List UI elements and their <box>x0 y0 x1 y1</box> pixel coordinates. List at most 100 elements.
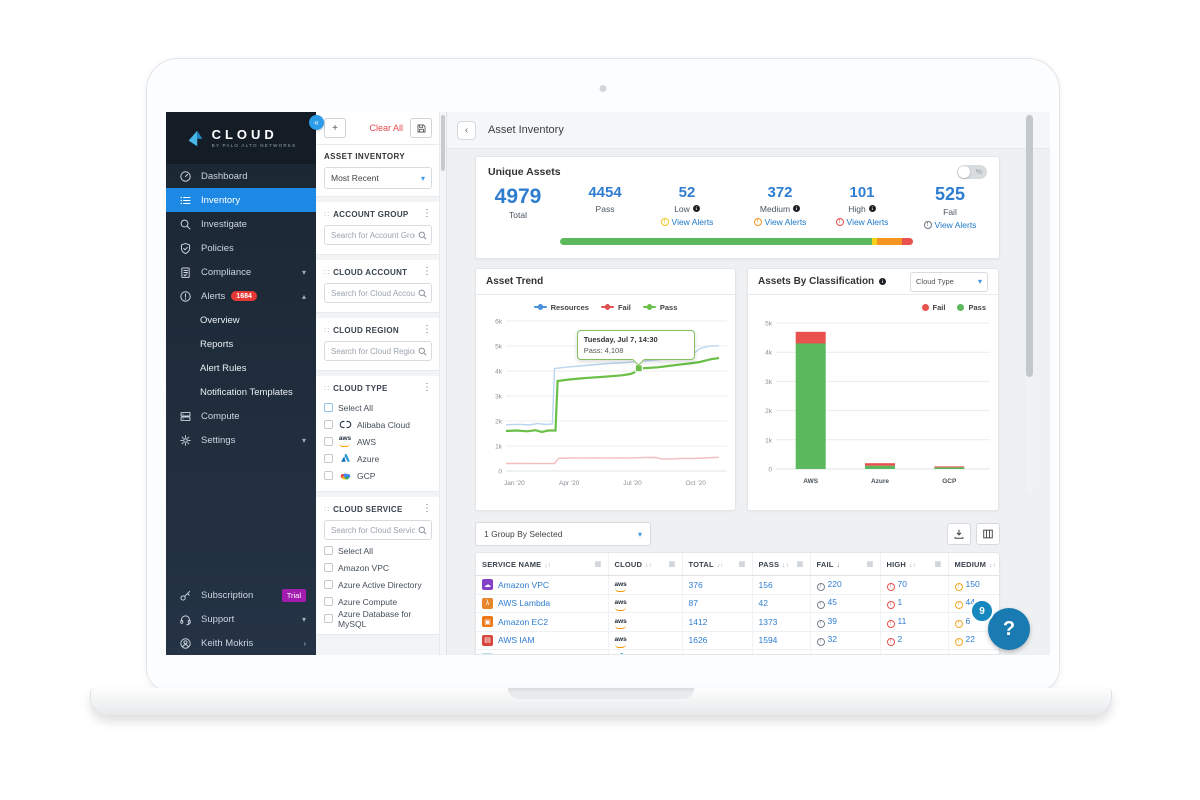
checkbox[interactable] <box>324 420 333 429</box>
sort-icon[interactable]: ↓↑ <box>782 561 790 569</box>
sidebar-item-keith-mokris[interactable]: Keith Mokris › <box>166 631 316 655</box>
sidebar-item-inventory[interactable]: Inventory <box>166 188 316 212</box>
kebab-menu-icon[interactable]: ⋮ <box>422 208 432 219</box>
percent-toggle[interactable]: % <box>957 165 987 179</box>
checkbox[interactable] <box>324 403 333 412</box>
sidebar-item-reports[interactable]: Reports <box>166 332 316 356</box>
clear-all-button[interactable]: Clear All <box>369 123 403 133</box>
column-header-medium[interactable]: MEDIUM↓↑▦ <box>948 553 999 576</box>
sidebar-item-policies[interactable]: Policies <box>166 236 316 260</box>
kebab-menu-icon[interactable]: ⋮ <box>422 503 432 514</box>
cloud-type-select[interactable]: Cloud Type ▾ <box>910 271 988 292</box>
search-input-cloud-account[interactable] <box>324 283 432 303</box>
filter-scrollbar[interactable] <box>439 112 446 655</box>
filter-scrollbar-thumb[interactable] <box>441 115 445 171</box>
kebab-menu-icon[interactable]: ⋮ <box>422 324 432 335</box>
checkbox[interactable] <box>324 563 333 572</box>
filter-option-azure-database-for-mysql[interactable]: Azure Database for MySQL <box>324 609 432 629</box>
sidebar-item-compliance[interactable]: Compliance ▾ <box>166 260 316 284</box>
drag-handle-icon[interactable]: ∷ <box>324 209 330 219</box>
filter-option-azure[interactable]: Azure <box>324 450 432 467</box>
columns-button[interactable] <box>976 523 1000 545</box>
sidebar-item-subscription[interactable]: Subscription Trial <box>166 583 316 607</box>
column-grid-icon[interactable]: ▦ <box>934 560 942 568</box>
checkbox[interactable] <box>324 546 333 555</box>
column-header-service-name[interactable]: SERVICE NAME ↓↑ ▦ <box>476 553 609 576</box>
sidebar-item-alert-rules[interactable]: Alert Rules <box>166 356 316 380</box>
table-row-amazon-vpc[interactable]: ☁ Amazon VPC aws 376 156! 220! 70! 150 <box>476 575 999 595</box>
help-button[interactable]: ? <box>988 608 1030 650</box>
save-filter-button[interactable] <box>410 118 432 138</box>
column-grid-icon[interactable]: ▦ <box>796 560 804 568</box>
service-name-link[interactable]: AWS Lambda <box>498 598 551 609</box>
filter-option-azure-active-directory[interactable]: Azure Active Directory <box>324 576 432 593</box>
view-alerts-link[interactable]: ! View Alerts <box>923 220 976 230</box>
column-header-high[interactable]: HIGH ↓↑ ▦ <box>880 553 949 576</box>
drag-handle-icon[interactable]: ∷ <box>324 267 330 277</box>
search-input-cloud-region[interactable] <box>324 341 432 361</box>
sort-icon[interactable]: ↓↑ <box>716 561 724 569</box>
filter-option-azure-compute[interactable]: Azure Compute <box>324 593 432 610</box>
checkbox[interactable] <box>324 580 333 589</box>
table-row-azure-resource-manager[interactable]: ◈ Azure Resource Manager 231!22 0 0 <box>476 649 999 655</box>
sidebar-item-compute[interactable]: Compute <box>166 404 316 428</box>
collapse-sidebar-button[interactable]: « <box>309 115 324 130</box>
back-button[interactable]: ‹ <box>457 120 476 140</box>
filter-option-aws[interactable]: aws AWS <box>324 433 432 450</box>
sort-icon[interactable]: ↓ <box>836 561 841 569</box>
sidebar-item-settings[interactable]: Settings ▾ <box>166 428 316 452</box>
sidebar-item-dashboard[interactable]: Dashboard <box>166 164 316 188</box>
filter-option-select-all[interactable]: Select All <box>324 542 432 559</box>
sidebar-item-overview[interactable]: Overview <box>166 308 316 332</box>
checkbox[interactable] <box>324 437 333 446</box>
filter-option-select-all[interactable]: Select All <box>324 399 432 416</box>
download-button[interactable] <box>947 523 971 545</box>
drag-handle-icon[interactable]: ∷ <box>324 383 330 393</box>
table-row-amazon-ec2[interactable]: ▣ Amazon EC2 aws 1412 1373! 39! 11! 6 <box>476 612 999 632</box>
checkbox[interactable] <box>324 471 333 480</box>
column-header-fail[interactable]: FAIL ↓ ▦ <box>810 553 881 576</box>
drag-handle-icon[interactable]: ∷ <box>324 504 330 514</box>
sidebar-item-investigate[interactable]: Investigate <box>166 212 316 236</box>
sidebar-item-support[interactable]: Support ▾ <box>166 607 316 631</box>
table-row-aws-iam[interactable]: ▤ AWS IAM aws 1626 1594! 32! 2! 22 <box>476 631 999 650</box>
sort-icon[interactable]: ↓↑ <box>989 561 997 569</box>
kebab-menu-icon[interactable]: ⋮ <box>422 266 432 277</box>
service-name-link[interactable]: AWS IAM <box>498 635 535 646</box>
search-input-account-group[interactable] <box>324 225 432 245</box>
sort-icon[interactable]: ↓↑ <box>645 561 653 569</box>
column-header-total[interactable]: TOTAL ↓↑ ▦ <box>682 553 753 576</box>
sort-icon[interactable]: ↓↑ <box>909 561 916 569</box>
main-scrollbar-thumb[interactable] <box>1026 115 1033 377</box>
column-grid-icon[interactable]: ▦ <box>594 560 602 568</box>
service-name-link[interactable]: Azure Resource Manager <box>498 654 595 655</box>
view-alerts-link[interactable]: ! View Alerts <box>835 217 888 227</box>
time-range-select[interactable]: Most Recent ▾ <box>324 167 432 189</box>
view-alerts-link[interactable]: ! View Alerts <box>753 217 806 227</box>
kebab-menu-icon[interactable]: ⋮ <box>422 382 432 393</box>
checkbox[interactable] <box>324 614 333 623</box>
table-row-aws-lambda[interactable]: λ AWS Lambda aws 87 42! 45! 1! 44 <box>476 594 999 613</box>
view-alerts-link[interactable]: ! View Alerts <box>660 217 713 227</box>
filter-option-gcp[interactable]: GCP <box>324 467 432 484</box>
drag-handle-icon[interactable]: ∷ <box>324 325 330 335</box>
search-input-cloud-service[interactable] <box>324 520 432 540</box>
main-scrollbar[interactable] <box>1026 114 1033 494</box>
checkbox[interactable] <box>324 454 333 463</box>
notification-count-badge[interactable]: 9 <box>970 599 994 623</box>
column-header-pass[interactable]: PASS ↓↑ ▦ <box>752 553 811 576</box>
group-by-select[interactable]: 1 Group By Selected ▾ <box>475 522 651 546</box>
column-grid-icon[interactable]: ▦ <box>668 560 676 568</box>
add-filter-button[interactable]: + <box>324 118 346 138</box>
service-name-link[interactable]: Amazon EC2 <box>498 616 549 627</box>
service-name-link[interactable]: Amazon VPC <box>498 579 550 590</box>
sidebar-item-alerts[interactable]: Alerts 1684 ▴ <box>166 284 316 308</box>
column-grid-icon[interactable]: ▦ <box>866 560 874 568</box>
sidebar-item-notification-templates[interactable]: Notification Templates <box>166 380 316 404</box>
sort-icon[interactable]: ↓↑ <box>544 561 552 569</box>
filter-option-alibaba-cloud[interactable]: Alibaba Cloud <box>324 416 432 433</box>
column-header-cloud[interactable]: CLOUD ↓↑ ▦ <box>608 553 683 576</box>
column-grid-icon[interactable]: ▦ <box>738 560 746 568</box>
classification-chart[interactable]: 0 1k 2k 3k 4k 5k AWS Azure GCP <box>752 315 994 487</box>
filter-option-amazon-vpc[interactable]: Amazon VPC <box>324 559 432 576</box>
